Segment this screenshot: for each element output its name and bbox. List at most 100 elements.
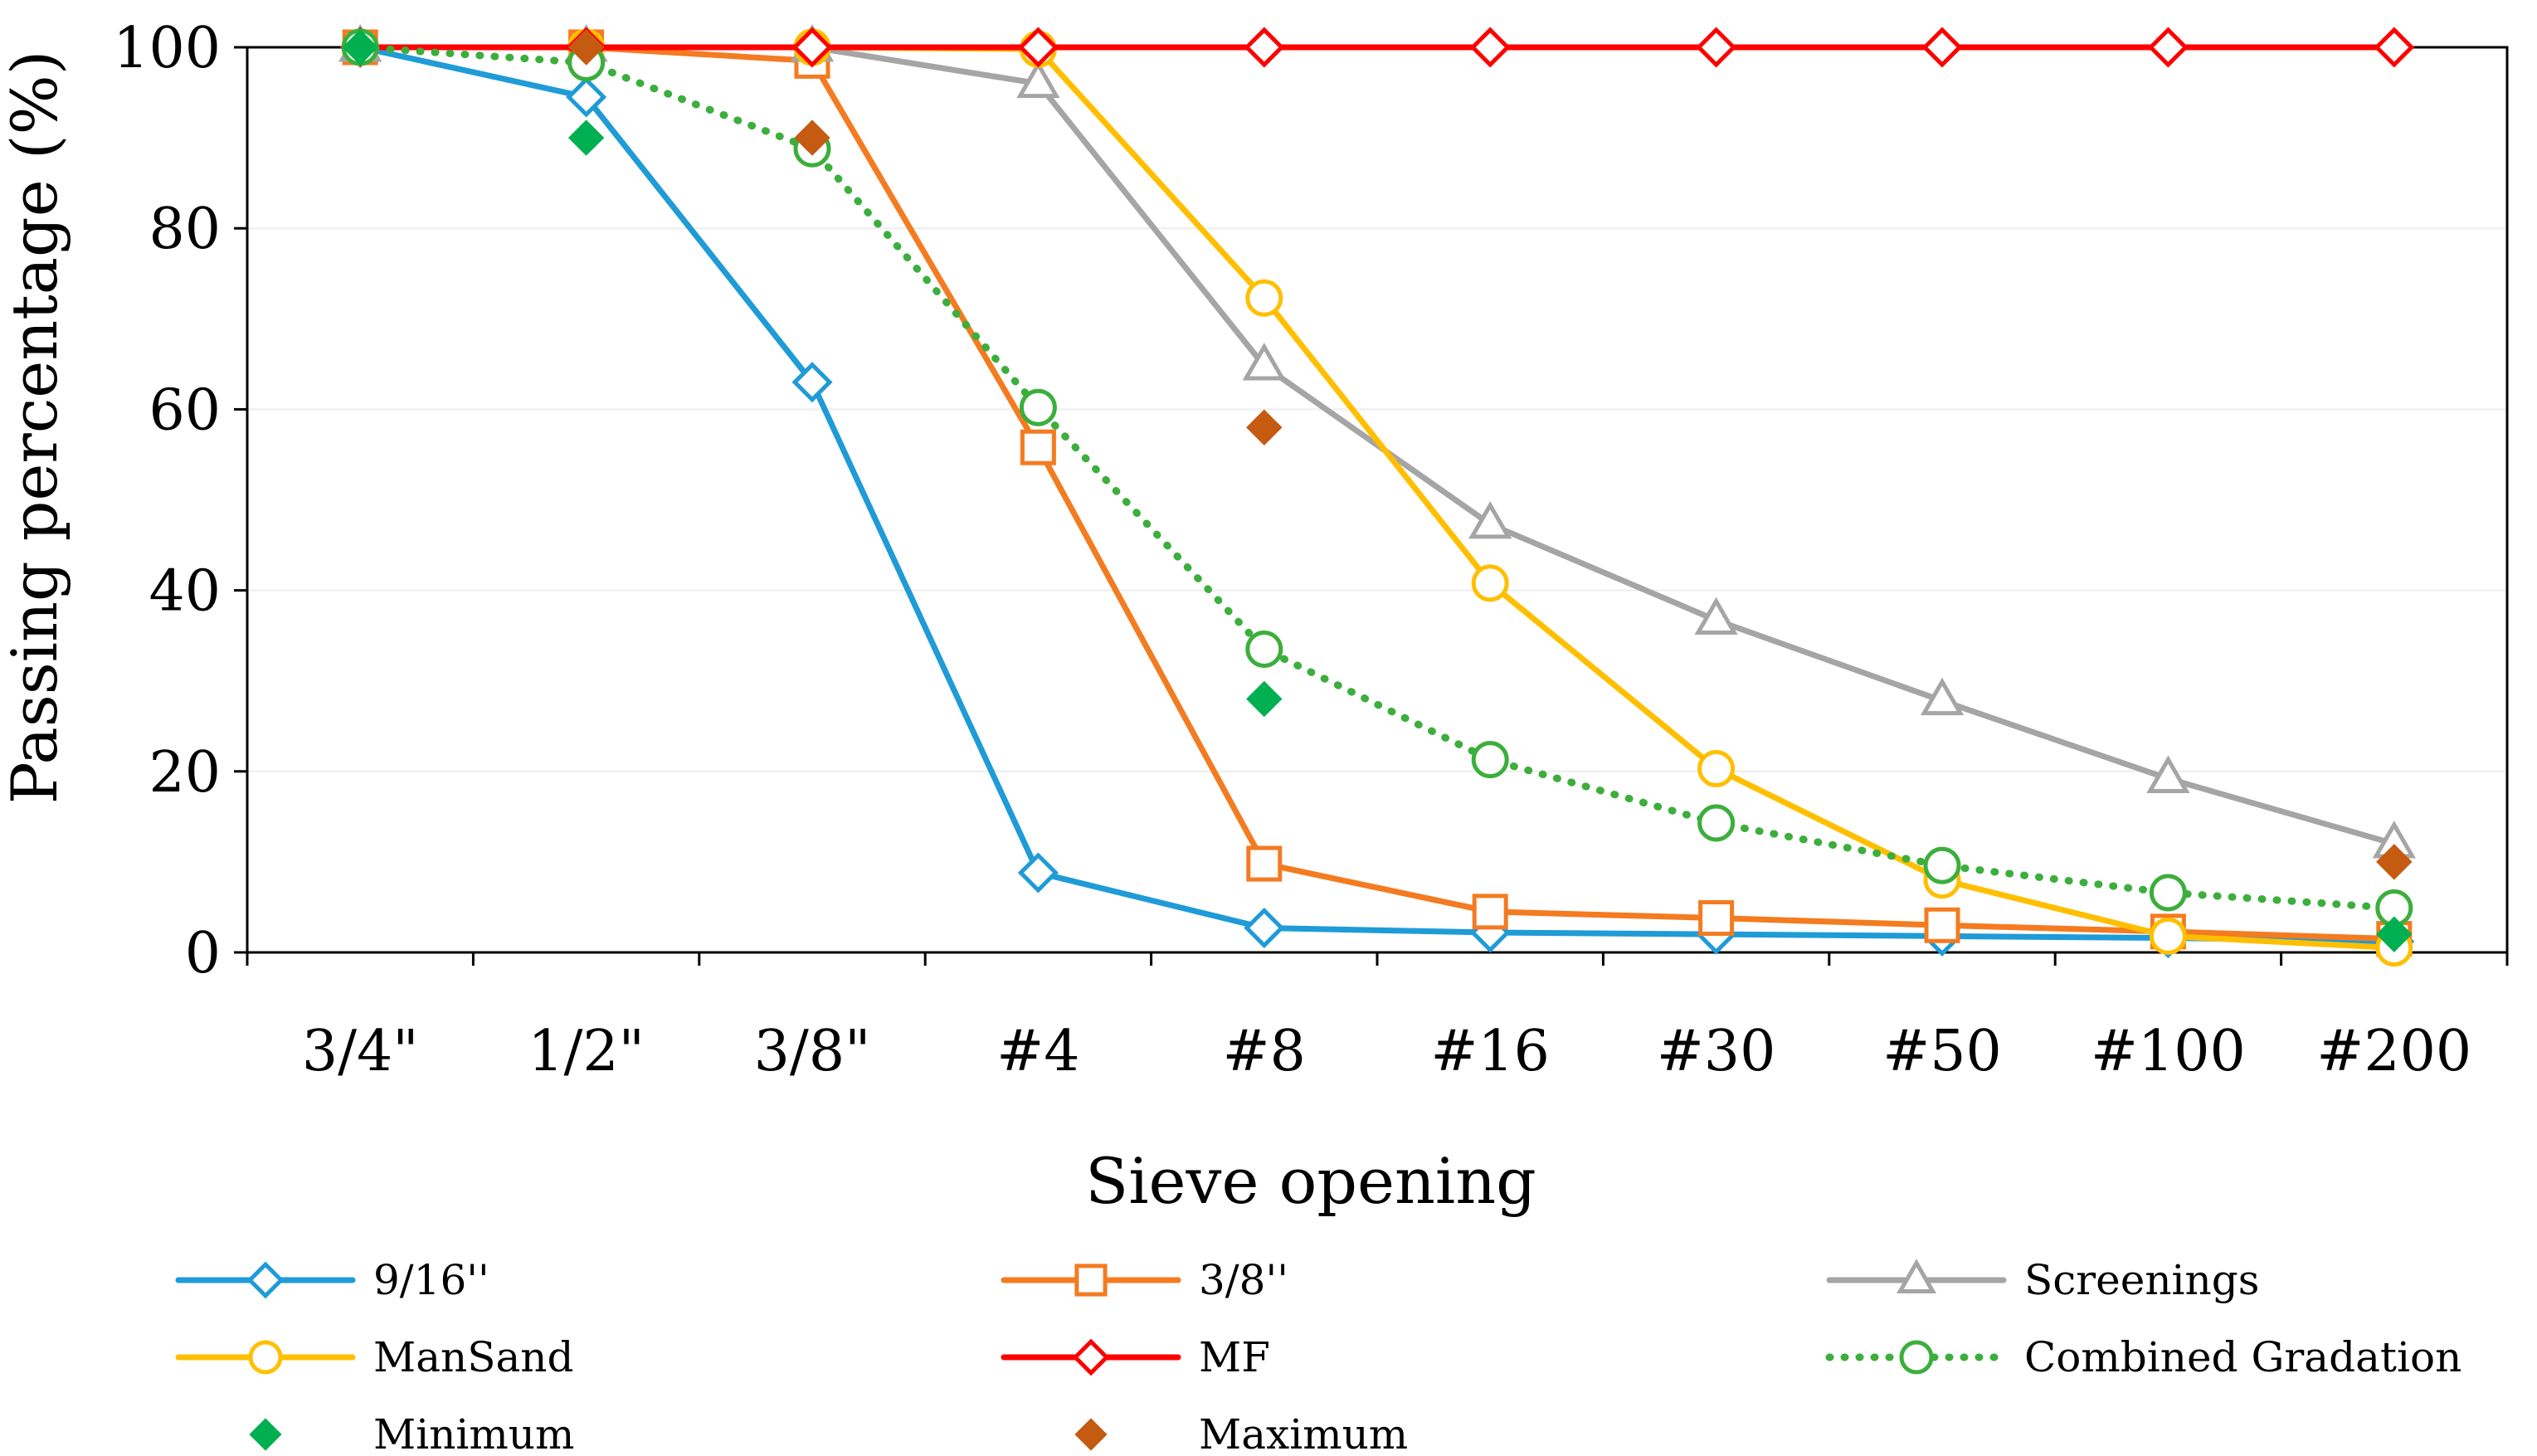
axes <box>234 46 2509 966</box>
series-nine-sixteenths-point-1 <box>566 76 607 118</box>
series-mf-point-3 <box>1017 27 1059 68</box>
legend-maximum-label: Maximum <box>1199 1410 1408 1456</box>
legend-combined-gradation-swatch-marker <box>1899 1340 1934 1375</box>
legend-minimum: Minimum <box>249 1410 574 1456</box>
y-tick-label-20: 20 <box>149 740 221 806</box>
series-nine-sixteenths-point-2 <box>791 362 833 403</box>
legend-screenings: Screenings <box>1826 1256 2259 1304</box>
legend-three-eighths-label: 3/8'' <box>1199 1256 1288 1304</box>
x-tick-label-6: #30 <box>1657 1019 1776 1084</box>
series-three-eighths-point-3 <box>1020 429 1056 465</box>
legend-mf: MF <box>1001 1333 1270 1381</box>
series-mansand-line <box>357 44 2398 952</box>
plot-series <box>338 23 2416 967</box>
legend-three-eighths: 3/8'' <box>1001 1256 1288 1304</box>
series-minimum <box>342 29 2413 952</box>
legend-screenings-label: Screenings <box>2024 1256 2259 1304</box>
legend-minimum-label: Minimum <box>373 1410 574 1456</box>
series-mansand-point-5 <box>1471 564 1509 602</box>
gridlines <box>247 227 2507 772</box>
x-tick-label-8: #100 <box>2091 1019 2246 1084</box>
legend-nine-sixteenths: 9/16'' <box>175 1256 489 1304</box>
series-combined-gradation-point-7 <box>1923 846 1961 884</box>
x-axis-title: Sieve opening <box>1085 1144 1536 1218</box>
series-mf-point-5 <box>1469 27 1511 68</box>
series-three-eighths-point-7 <box>1924 907 1960 943</box>
series-maximum-point-2 <box>794 119 830 156</box>
series-nine-sixteenths-point-3 <box>1017 852 1059 894</box>
series-combined-gradation <box>341 28 2413 928</box>
series-screenings-point-4 <box>1242 343 1286 381</box>
plot-area-border <box>246 46 2509 954</box>
y-tick-label-0: 0 <box>185 921 221 986</box>
series-minimum-point-9 <box>2376 916 2413 952</box>
series-three-eighths-line <box>357 44 2398 942</box>
legend-mf-swatch-marker <box>1072 1338 1110 1376</box>
x-tick-label-2: 3/8" <box>754 1019 871 1084</box>
series-nine-sixteenths-point-4 <box>1244 908 1285 949</box>
series-combined-gradation-line <box>356 43 2398 913</box>
series-combined-gradation-point-8 <box>2149 874 2187 912</box>
series-three-eighths-point-5 <box>1472 894 1508 930</box>
series-screenings-point-6 <box>1694 597 1738 635</box>
series-nine-sixteenths <box>339 27 2415 962</box>
x-tick-label-1: 1/2" <box>528 1019 645 1084</box>
x-tick-label-3: #4 <box>996 1019 1079 1084</box>
series-maximum-point-1 <box>567 29 605 66</box>
series-mansand-point-4 <box>1245 279 1283 317</box>
series-three-eighths <box>342 29 2413 957</box>
series-maximum <box>567 29 2413 880</box>
series-mf-point-2 <box>791 27 833 68</box>
x-tick-label-4: #8 <box>1223 1019 1306 1084</box>
y-tick-label-100: 100 <box>113 16 221 81</box>
series-screenings-point-7 <box>1920 677 1965 716</box>
legend: 9/16'' 3/8'' Screenings ManSand MF Combined G… <box>175 1256 2462 1456</box>
legend-screenings-swatch-marker <box>1897 1259 1936 1293</box>
legend-mansand-swatch-marker <box>248 1340 283 1375</box>
series-three-eighths-point-4 <box>1246 845 1283 882</box>
series-minimum-point-0 <box>342 29 378 66</box>
series-mf-point-4 <box>1244 27 1285 68</box>
y-tick-label-60: 60 <box>149 377 221 443</box>
series-mansand-point-8 <box>2149 917 2187 955</box>
legend-maximum-swatch-marker <box>1074 1418 1108 1451</box>
series-three-eighths-point-6 <box>1698 900 1735 937</box>
legend-nine-sixteenths-swatch-marker <box>246 1261 285 1299</box>
legend-nine-sixteenths-label: 9/16'' <box>373 1256 489 1304</box>
series-mansand <box>341 28 2413 967</box>
series-mf-point-7 <box>1921 27 1963 68</box>
x-tick-label-0: 3/4" <box>302 1019 419 1084</box>
series-maximum-point-9 <box>2376 844 2413 880</box>
legend-minimum-swatch-marker <box>249 1418 282 1451</box>
series-mf-point-9 <box>2374 27 2415 68</box>
legend-three-eighths-swatch-marker <box>1074 1264 1108 1297</box>
series-mf <box>339 27 2415 68</box>
series-screenings-point-8 <box>2146 755 2190 793</box>
legend-mansand: ManSand <box>175 1333 573 1381</box>
series-screenings-point-5 <box>1468 500 1512 539</box>
legend-mf-label: MF <box>1199 1333 1270 1381</box>
tick-labels: 0 20 40 60 80 100 3/4" 1/2" 3/8" #4 #8 #16 #30 #50 #10… <box>113 16 2471 1084</box>
legend-combined-gradation: Combined Gradation <box>1825 1333 2462 1381</box>
series-minimum-point-1 <box>567 119 605 156</box>
series-screenings-line <box>357 44 2398 847</box>
series-mf-point-6 <box>1696 27 1737 68</box>
series-combined-gradation-point-3 <box>1019 388 1057 426</box>
legend-maximum: Maximum <box>1074 1410 1408 1456</box>
series-combined-gradation-point-6 <box>1697 804 1736 842</box>
series-mf-point-8 <box>2147 27 2189 68</box>
x-tick-label-7: #50 <box>1882 1019 2002 1084</box>
series-minimum-point-4 <box>1246 680 1283 718</box>
legend-mansand-label: ManSand <box>373 1333 573 1381</box>
x-tick-label-9: #200 <box>2316 1019 2471 1084</box>
y-tick-label-80: 80 <box>149 197 221 262</box>
series-nine-sixteenths-line <box>357 44 2398 945</box>
legend-combined-gradation-label: Combined Gradation <box>2024 1333 2462 1381</box>
series-maximum-point-4 <box>1246 409 1283 446</box>
y-tick-label-40: 40 <box>149 559 221 625</box>
y-axis-title: Passing percentage (%) <box>0 51 71 805</box>
series-mansand-point-6 <box>1697 750 1736 788</box>
series-combined-gradation-point-4 <box>1245 631 1283 669</box>
x-tick-label-5: #16 <box>1430 1019 1550 1084</box>
